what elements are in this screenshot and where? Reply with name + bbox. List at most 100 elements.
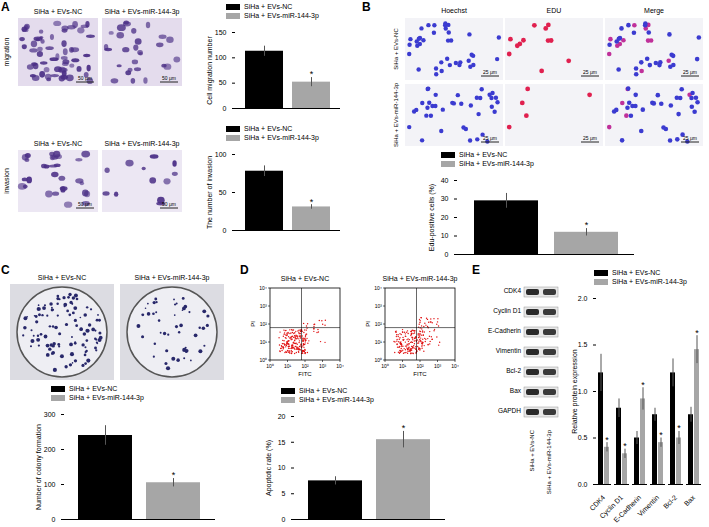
svg-text:0.5: 0.5 — [578, 434, 588, 441]
svg-text:10⁴: 10⁴ — [451, 363, 459, 369]
svg-text:0.0: 0.0 — [578, 481, 588, 488]
svg-text:10³: 10³ — [260, 303, 268, 309]
svg-text:Edu-positive cells (%): Edu-positive cells (%) — [428, 184, 436, 251]
svg-text:100: 100 — [215, 151, 227, 158]
svg-text:*: * — [172, 470, 176, 480]
svg-text:*: * — [677, 423, 681, 433]
svg-text:E-Cadherin: E-Cadherin — [612, 494, 642, 524]
svg-text:25 μm: 25 μm — [483, 135, 497, 141]
svg-text:Cell migration number: Cell migration number — [206, 36, 214, 105]
svg-text:50 μm: 50 μm — [162, 75, 176, 81]
svg-text:*: * — [605, 435, 609, 445]
svg-text:10¹: 10¹ — [375, 339, 383, 345]
svg-text:PI: PI — [250, 321, 256, 327]
svg-text:FITC: FITC — [413, 371, 427, 377]
svg-text:10⁴: 10⁴ — [374, 285, 382, 291]
svg-text:10⁴: 10⁴ — [259, 285, 267, 291]
svg-text:*: * — [641, 380, 645, 390]
svg-text:*: * — [585, 220, 589, 230]
svg-text:B: B — [362, 0, 371, 14]
svg-text:Hoechst: Hoechst — [441, 7, 467, 14]
svg-text:SiHa + EVs-NC: SiHa + EVs-NC — [281, 275, 329, 282]
svg-text:SiHa + EVs-NC: SiHa + EVs-NC — [34, 140, 82, 147]
svg-text:40: 40 — [441, 177, 449, 184]
svg-text:SiHa + EVs-miR-144-3p: SiHa + EVs-miR-144-3p — [105, 140, 180, 148]
svg-text:0: 0 — [445, 251, 449, 258]
svg-text:50: 50 — [219, 189, 227, 196]
svg-text:25 μm: 25 μm — [583, 135, 597, 141]
svg-text:10³: 10³ — [319, 363, 327, 369]
svg-text:10¹: 10¹ — [260, 339, 268, 345]
svg-text:0: 0 — [223, 105, 227, 112]
svg-text:SiHa + EVs-miR-144-3p: SiHa + EVs-miR-144-3p — [393, 82, 399, 147]
svg-text:SiHa + EVs-miR-144-3p: SiHa + EVs-miR-144-3p — [105, 8, 180, 16]
svg-text:10³: 10³ — [434, 363, 442, 369]
svg-text:Merge: Merge — [644, 7, 664, 15]
svg-text:25 μm: 25 μm — [683, 69, 697, 75]
svg-text:10: 10 — [441, 232, 449, 239]
svg-text:CDK4: CDK4 — [504, 287, 522, 294]
svg-text:FITC: FITC — [298, 371, 312, 377]
svg-text:*: * — [310, 69, 314, 79]
svg-text:10⁰: 10⁰ — [259, 357, 267, 363]
svg-text:D: D — [240, 263, 249, 277]
svg-text:50: 50 — [219, 79, 227, 86]
svg-text:15: 15 — [278, 438, 286, 445]
svg-text:100: 100 — [215, 54, 227, 61]
svg-text:Relative protein expression: Relative protein expression — [571, 349, 579, 434]
svg-text:EDU: EDU — [547, 7, 562, 14]
svg-text:150: 150 — [215, 29, 227, 36]
svg-text:0: 0 — [282, 516, 286, 523]
svg-text:25 μm: 25 μm — [483, 69, 497, 75]
svg-text:*: * — [623, 441, 627, 451]
svg-text:10: 10 — [278, 464, 286, 471]
svg-text:*: * — [659, 430, 663, 440]
svg-text:50 μm: 50 μm — [78, 75, 92, 81]
svg-text:50 μm: 50 μm — [78, 201, 92, 207]
svg-text:C: C — [1, 263, 10, 277]
svg-text:2.0: 2.0 — [578, 295, 588, 302]
svg-text:SiHa + EVs-miR-144-3p: SiHa + EVs-miR-144-3p — [546, 429, 552, 494]
svg-text:200: 200 — [44, 446, 56, 453]
svg-text:Vimentin: Vimentin — [496, 347, 522, 354]
svg-text:*: * — [695, 328, 699, 338]
svg-text:PI: PI — [365, 321, 371, 327]
svg-text:100: 100 — [44, 481, 56, 488]
svg-text:SiHa + EVs-miR-144-3p: SiHa + EVs-miR-144-3p — [135, 274, 210, 282]
svg-text:10²: 10² — [375, 321, 383, 327]
svg-text:0: 0 — [52, 516, 56, 523]
svg-text:Cyclin D1: Cyclin D1 — [493, 307, 521, 315]
svg-text:0: 0 — [223, 227, 227, 234]
svg-text:migration: migration — [3, 38, 11, 67]
svg-text:E-Cadherin: E-Cadherin — [488, 327, 521, 334]
svg-text:25 μm: 25 μm — [583, 69, 597, 75]
svg-text:The number of invasion: The number of invasion — [206, 156, 213, 229]
svg-text:10¹: 10¹ — [284, 363, 292, 369]
svg-text:Bcl-2: Bcl-2 — [662, 494, 678, 510]
svg-text:25 μm: 25 μm — [683, 135, 697, 141]
svg-text:*: * — [310, 197, 314, 207]
svg-text:E: E — [472, 263, 480, 277]
svg-text:10⁰: 10⁰ — [374, 357, 382, 363]
svg-text:Number of colony formation: Number of colony formation — [35, 424, 43, 510]
svg-text:1.5: 1.5 — [578, 341, 588, 348]
svg-text:10⁰: 10⁰ — [266, 363, 274, 369]
svg-text:Bax: Bax — [683, 493, 697, 507]
svg-text:SiHa + EVs-NC: SiHa + EVs-NC — [529, 429, 535, 471]
svg-text:300: 300 — [44, 411, 56, 418]
svg-text:A: A — [1, 0, 10, 14]
svg-text:*: * — [402, 423, 406, 433]
svg-text:Bcl-2: Bcl-2 — [506, 367, 521, 374]
svg-text:SiHa + EVs-NC: SiHa + EVs-NC — [38, 274, 86, 281]
svg-text:30: 30 — [441, 195, 449, 202]
svg-text:10⁴: 10⁴ — [336, 363, 344, 369]
svg-text:SiHa + EVs-miR-144-3p: SiHa + EVs-miR-144-3p — [383, 275, 458, 283]
svg-text:10¹: 10¹ — [399, 363, 407, 369]
svg-text:Apoptotic rate (%): Apoptotic rate (%) — [265, 440, 273, 496]
svg-text:10²: 10² — [260, 321, 268, 327]
svg-text:1.0: 1.0 — [578, 388, 588, 395]
svg-text:10³: 10³ — [375, 303, 383, 309]
svg-text:20: 20 — [441, 214, 449, 221]
svg-text:invasion: invasion — [3, 168, 10, 194]
svg-text:10²: 10² — [301, 363, 309, 369]
